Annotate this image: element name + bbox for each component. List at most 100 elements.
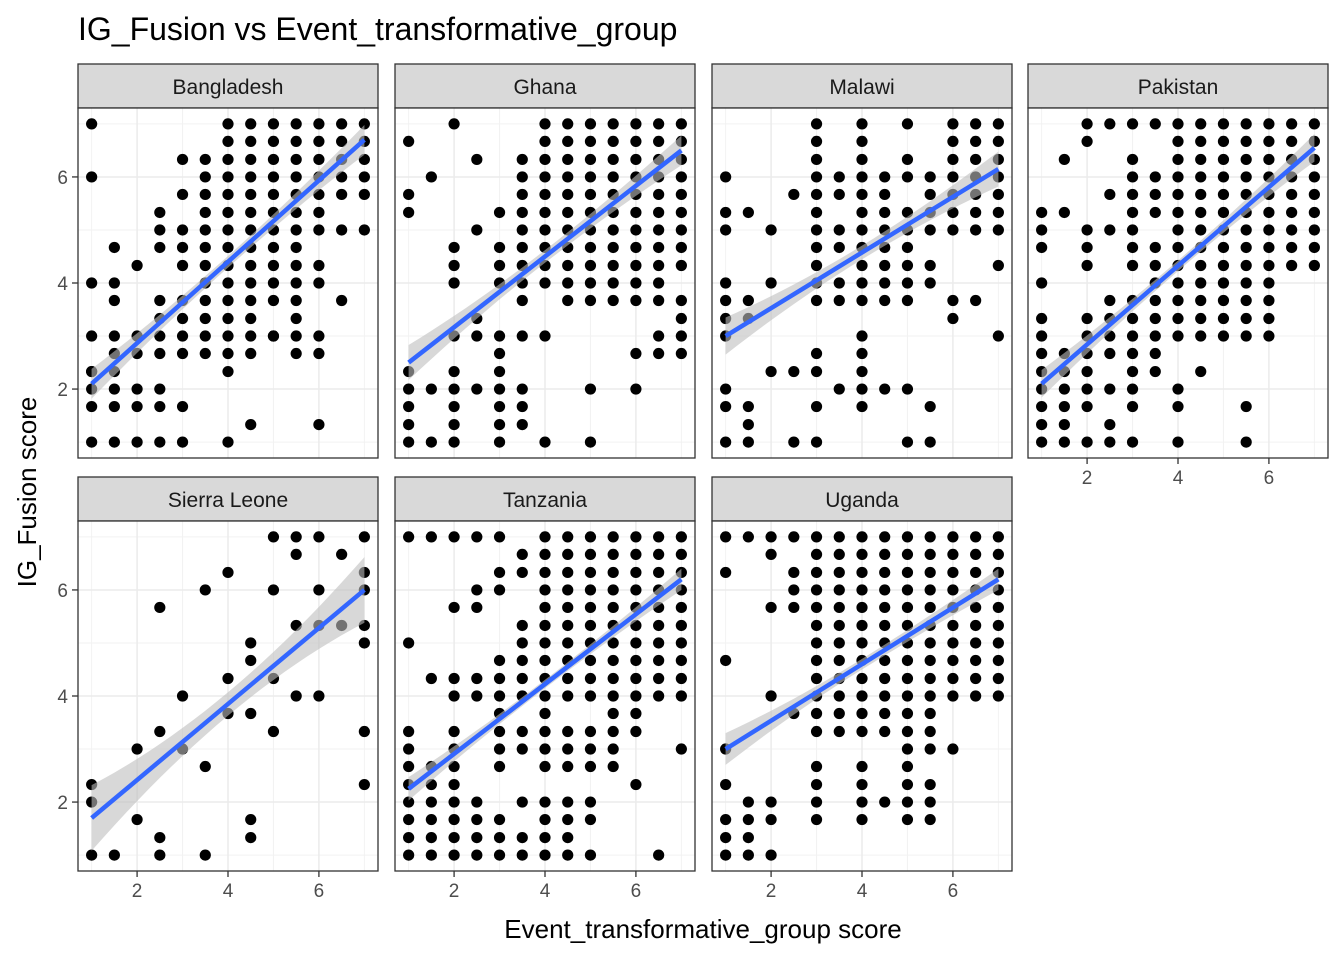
data-point [742, 418, 754, 431]
data-point [924, 188, 936, 201]
data-point [924, 743, 936, 755]
data-point [222, 224, 234, 236]
trend-line [407, 148, 683, 365]
data-point [856, 206, 868, 219]
data-point [1104, 383, 1116, 395]
data-point [992, 637, 1004, 649]
data-point [176, 436, 189, 448]
data-point [562, 294, 574, 307]
data-point [879, 548, 891, 561]
data-point [516, 383, 528, 395]
data-point [653, 347, 665, 360]
data-point [833, 531, 845, 543]
data-point [901, 153, 914, 166]
data-point [879, 171, 891, 183]
data-point [562, 118, 574, 130]
data-point [901, 672, 914, 685]
facet-strip [77, 476, 379, 522]
data-point [992, 531, 1004, 543]
data-point [810, 153, 823, 166]
y-tick-label: 2 [57, 793, 68, 814]
data-point [471, 813, 483, 826]
data-point [313, 153, 325, 166]
data-point [720, 383, 732, 395]
data-point [1195, 188, 1207, 201]
data-point [1308, 259, 1320, 272]
x-tick-label: 4 [223, 881, 234, 902]
data-point [245, 347, 257, 360]
data-point [1172, 153, 1184, 166]
data-point [245, 118, 257, 130]
data-point [154, 294, 166, 307]
data-point [879, 277, 891, 289]
data-point [879, 796, 891, 808]
data-point [267, 153, 280, 166]
data-point [607, 601, 619, 614]
data-point [675, 259, 687, 272]
data-point [403, 849, 415, 861]
y-tick-label: 6 [57, 581, 68, 602]
data-point [607, 531, 619, 543]
data-point [924, 778, 936, 791]
data-point [992, 330, 1004, 342]
data-point [1058, 383, 1070, 395]
data-point [199, 153, 211, 166]
data-point [810, 118, 823, 130]
data-point [131, 383, 143, 395]
data-point [245, 294, 257, 307]
data-point [448, 725, 460, 738]
data-point [1036, 418, 1048, 431]
data-point [584, 436, 597, 448]
data-point [879, 707, 891, 720]
data-point [675, 619, 687, 632]
data-point [901, 294, 914, 307]
data-point [516, 171, 528, 183]
facet-strip [394, 476, 696, 522]
data-point [879, 672, 891, 685]
data-point [742, 206, 754, 219]
data-point [493, 436, 506, 448]
data-point [290, 118, 302, 130]
data-point [607, 566, 619, 579]
x-tick-label: 2 [1082, 468, 1093, 489]
data-point [562, 277, 574, 289]
data-point [358, 778, 370, 791]
data-point [1149, 188, 1161, 201]
data-point [788, 436, 800, 448]
data-point [493, 259, 506, 272]
data-point [1217, 188, 1230, 201]
data-point [947, 294, 959, 307]
data-point [788, 531, 800, 543]
data-point [879, 654, 891, 667]
data-point [108, 294, 120, 307]
data-point [1104, 418, 1116, 431]
data-point [720, 531, 732, 543]
data-point [856, 760, 868, 773]
data-point [222, 118, 234, 130]
data-point [947, 690, 959, 702]
data-point [810, 584, 823, 596]
data-point [630, 206, 642, 219]
data-point [222, 672, 234, 685]
data-point [222, 188, 234, 201]
data-point [856, 548, 868, 561]
data-point [924, 796, 936, 808]
data-point [924, 548, 936, 561]
data-point [947, 584, 959, 596]
data-point [1308, 118, 1320, 130]
data-point [653, 135, 665, 148]
data-point [901, 778, 914, 791]
data-point [222, 365, 234, 378]
data-point [1217, 312, 1230, 325]
data-point [810, 436, 823, 448]
data-point [539, 171, 551, 183]
data-point [1126, 153, 1139, 166]
data-point [856, 584, 868, 596]
data-point [516, 619, 528, 632]
data-point [493, 760, 506, 773]
data-point [245, 654, 257, 667]
data-point [154, 725, 166, 738]
data-point [901, 760, 914, 773]
data-point [562, 206, 574, 219]
data-point [675, 171, 687, 183]
